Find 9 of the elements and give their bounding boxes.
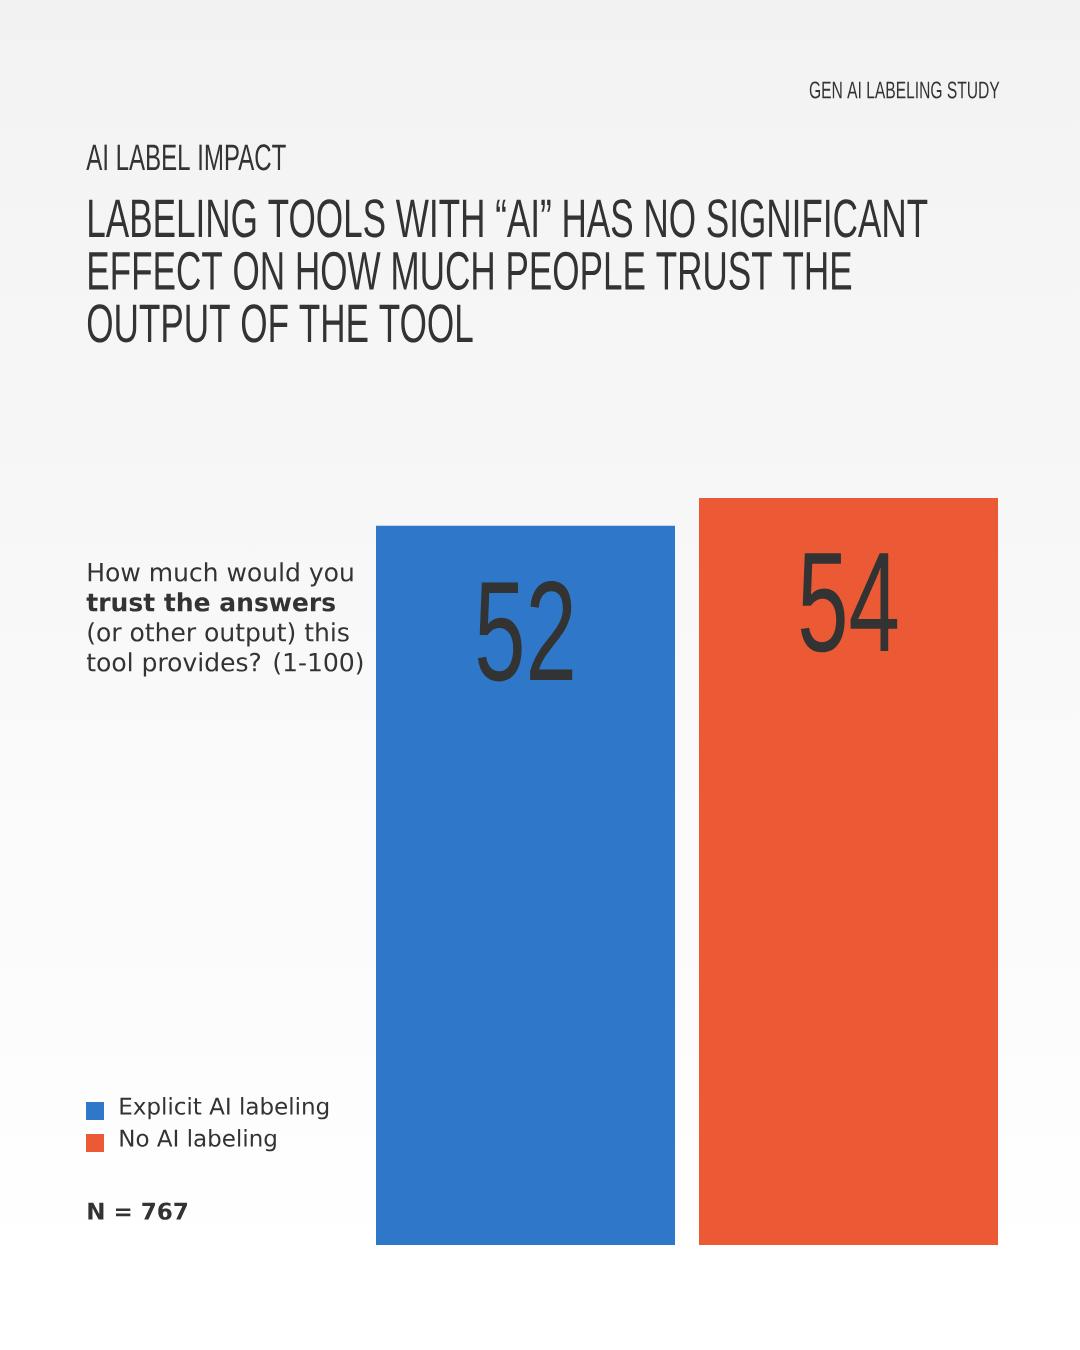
legend-label: No AI labeling	[120, 1129, 276, 1152]
annotation: How much would you trust the answers (or other output) this tool provides? (1-100)	[86, 562, 363, 677]
data-label: 54	[800, 553, 898, 653]
text: N = 767	[88, 1202, 187, 1220]
chart-title: LABELING TOOLS WITH “AI” HAS NO SIGNIFICANT EFFECT ON HOW MUCH PEOPLE TRUST THE OUTPUT OF THE TOOL	[87, 199, 928, 343]
text: GEN AI LABELING STUDY	[809, 81, 1000, 99]
chart-subtitle: AI LABEL IMPACT	[86, 144, 286, 171]
data-label: 52	[477, 580, 573, 682]
legend-label: Explicit AI labeling	[120, 1097, 329, 1120]
